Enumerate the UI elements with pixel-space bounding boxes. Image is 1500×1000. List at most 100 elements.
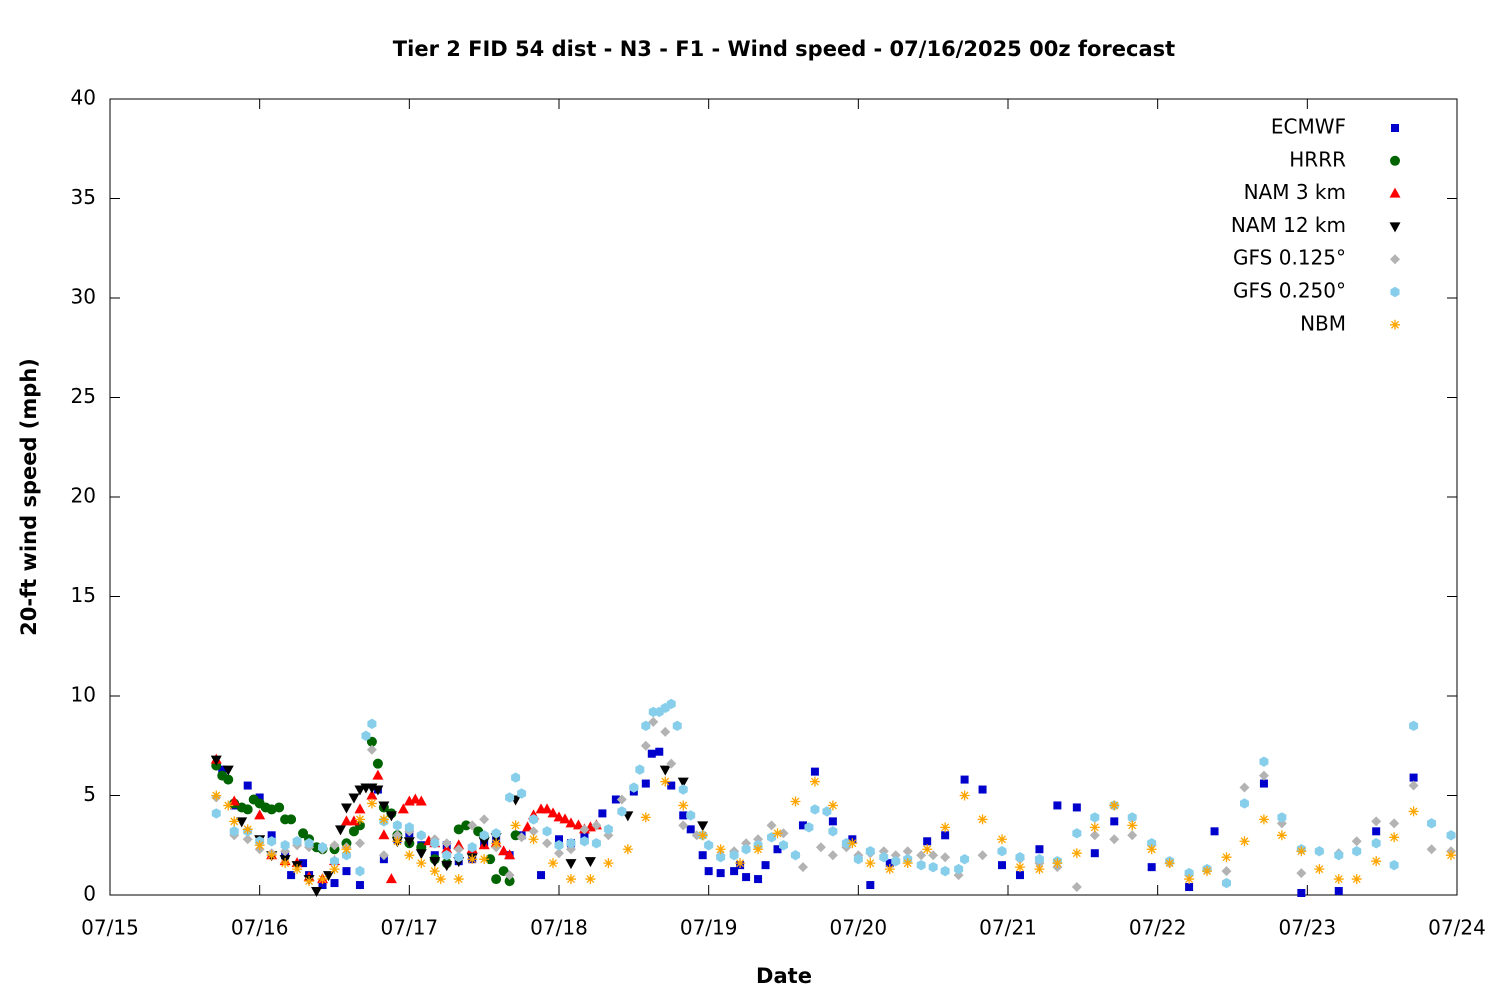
data-point	[715, 844, 726, 855]
data-point	[266, 850, 277, 861]
data-point	[566, 838, 576, 849]
data-point	[491, 874, 502, 885]
data-point	[1185, 883, 1194, 892]
data-point	[329, 840, 340, 851]
data-point	[542, 838, 553, 849]
data-point	[1314, 864, 1325, 875]
x-tick-label: 07/19	[680, 916, 738, 940]
data-point	[697, 830, 708, 841]
data-point	[790, 850, 800, 861]
data-point	[716, 869, 725, 878]
data-point	[354, 803, 366, 814]
data-point	[1314, 846, 1324, 857]
data-point	[242, 824, 253, 835]
data-point	[385, 873, 397, 884]
data-point	[467, 842, 477, 853]
data-point	[1109, 834, 1120, 845]
data-point	[504, 870, 515, 881]
data-point	[429, 857, 441, 868]
data-point	[1090, 849, 1099, 858]
data-point	[579, 824, 590, 835]
data-point	[361, 730, 371, 741]
data-point	[1110, 817, 1119, 826]
data-point	[1071, 882, 1082, 893]
data-point	[822, 806, 832, 817]
data-point	[1052, 858, 1063, 869]
legend-marker	[1389, 187, 1401, 198]
data-point	[367, 718, 377, 730]
data-point	[415, 849, 427, 860]
data-point	[754, 875, 763, 884]
data-point	[1015, 851, 1025, 863]
data-point	[766, 820, 777, 831]
data-point	[697, 821, 709, 832]
data-point	[1090, 812, 1100, 823]
data-point	[366, 744, 377, 755]
x-tick-label: 07/20	[830, 916, 888, 940]
data-point	[1127, 830, 1138, 841]
data-point	[940, 865, 950, 877]
data-point	[491, 838, 502, 849]
data-point	[853, 853, 863, 865]
data-point	[761, 861, 770, 870]
data-point	[280, 840, 290, 851]
data-point	[565, 859, 577, 870]
data-point	[1333, 874, 1344, 885]
y-tick-label: 15	[71, 583, 96, 607]
data-point	[841, 838, 851, 849]
data-point	[311, 887, 323, 898]
data-point	[222, 765, 234, 776]
data-point	[847, 838, 858, 849]
data-point	[334, 825, 346, 836]
data-point	[1239, 782, 1250, 793]
data-point	[510, 820, 521, 831]
data-point	[1296, 846, 1307, 857]
data-point	[666, 698, 676, 710]
data-point	[1147, 838, 1157, 849]
data-point	[686, 810, 696, 821]
data-point	[729, 850, 739, 861]
data-point	[435, 874, 446, 885]
data-point	[274, 802, 285, 813]
data-point	[1427, 818, 1437, 829]
data-point	[409, 793, 421, 804]
x-tick-label: 07/22	[1129, 916, 1187, 940]
data-point	[266, 804, 277, 815]
data-point	[641, 720, 651, 732]
data-point	[616, 794, 627, 805]
legend-marker	[1390, 286, 1400, 298]
data-point	[916, 859, 926, 871]
data-point	[622, 844, 633, 855]
x-tick-label: 07/23	[1279, 916, 1337, 940]
data-point	[504, 876, 515, 887]
data-point	[1351, 836, 1362, 847]
data-point	[629, 782, 639, 793]
chart-title: Tier 2 FID 54 dist - N3 - F1 - Wind spee…	[393, 37, 1175, 61]
data-point	[1276, 830, 1287, 841]
data-point	[429, 866, 440, 877]
x-tick-label: 07/16	[231, 916, 289, 940]
data-point	[210, 755, 222, 766]
data-point	[541, 803, 553, 814]
data-point	[827, 800, 838, 811]
data-point	[603, 858, 614, 869]
data-point	[453, 844, 464, 855]
data-point	[565, 874, 576, 885]
data-point	[640, 740, 651, 751]
data-point	[977, 850, 988, 861]
data-point	[735, 858, 746, 869]
data-point	[442, 850, 452, 861]
data-point	[372, 758, 383, 769]
data-point	[254, 809, 266, 820]
data-point	[584, 857, 596, 868]
data-point	[211, 790, 222, 801]
data-point	[1015, 871, 1024, 880]
data-point	[504, 849, 516, 860]
data-point	[1164, 858, 1175, 869]
data-point	[923, 837, 932, 846]
data-point	[1072, 803, 1081, 812]
data-point	[479, 830, 489, 841]
data-point	[1221, 866, 1232, 877]
data-point	[516, 832, 527, 843]
data-point	[366, 736, 377, 747]
